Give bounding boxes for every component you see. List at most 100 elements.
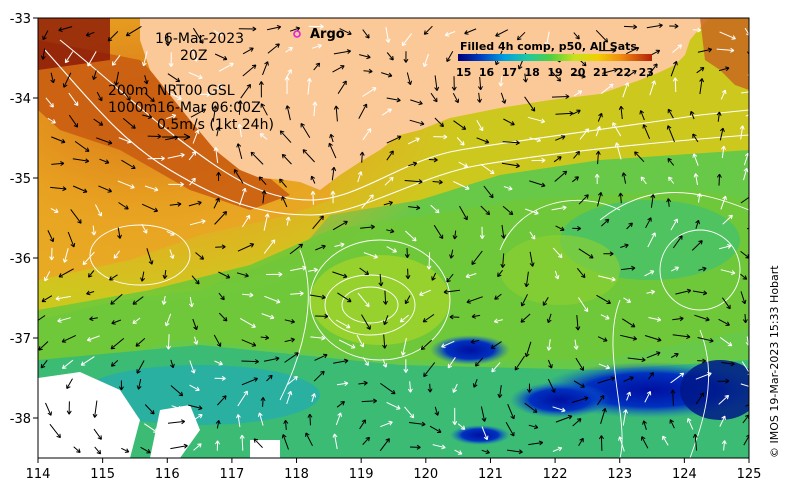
current-arrow-icon	[618, 105, 624, 120]
current-arrow-icon	[237, 100, 243, 115]
current-arrow-icon	[55, 295, 71, 301]
current-arrow-icon	[741, 91, 749, 94]
current-arrow-icon	[242, 292, 254, 298]
current-arrow-icon	[189, 360, 196, 374]
current-arrow-icon	[239, 187, 247, 206]
current-arrow-icon	[111, 54, 121, 66]
current-arrow-icon	[647, 232, 656, 248]
current-arrow-icon	[408, 205, 421, 211]
current-arrow-icon	[622, 318, 636, 328]
current-arrow-icon	[501, 224, 506, 239]
current-arrow-icon	[400, 337, 407, 356]
current-arrow-icon	[720, 269, 736, 275]
current-arrow-icon	[476, 119, 484, 132]
current-arrow-icon	[73, 422, 82, 433]
current-arrow-icon	[384, 176, 394, 186]
x-tick-label: 114	[26, 467, 51, 482]
current-arrow-icon	[691, 240, 703, 251]
current-arrow-icon	[218, 271, 231, 279]
x-tick-label: 117	[219, 467, 244, 482]
current-arrow-icon	[215, 244, 226, 250]
colorbar-tick-label: 23	[639, 66, 654, 79]
current-arrow-icon	[433, 134, 448, 140]
current-arrow-icon	[144, 92, 155, 103]
current-arrow-icon	[697, 358, 707, 364]
current-arrow-icon	[49, 247, 55, 261]
current-arrow-icon	[458, 161, 469, 168]
current-arrow-icon	[622, 82, 630, 98]
current-arrow-icon	[165, 33, 171, 47]
current-arrow-icon	[551, 205, 567, 211]
current-arrow-icon	[144, 185, 159, 192]
current-arrow-icon	[47, 117, 56, 124]
current-arrow-icon	[257, 412, 264, 426]
current-arrow-icon	[218, 292, 225, 301]
current-arrow-icon	[110, 338, 125, 350]
current-arrow-icon	[740, 196, 749, 204]
current-arrow-icon	[514, 355, 525, 371]
current-arrow-icon	[215, 419, 221, 429]
current-arrow-icon	[745, 404, 749, 407]
current-arrow-icon	[470, 339, 480, 344]
current-arrow-icon	[386, 150, 394, 161]
date-label: 16-Mar-2023	[155, 31, 244, 47]
current-arrow-icon	[427, 383, 433, 393]
current-arrow-icon	[143, 75, 149, 85]
current-arrow-icon	[571, 176, 579, 183]
current-arrow-icon	[50, 186, 67, 192]
current-arrow-icon	[286, 376, 298, 386]
current-arrow-icon	[422, 53, 429, 68]
current-arrow-icon	[698, 266, 707, 272]
current-arrow-icon	[620, 243, 629, 249]
current-arrow-icon	[552, 247, 563, 259]
colorbar-title: Filled 4h comp, p50, All Sats	[460, 40, 637, 53]
current-arrow-icon	[694, 314, 710, 322]
current-arrow-icon	[446, 273, 454, 283]
current-arrow-icon	[213, 147, 219, 164]
current-arrow-icon	[429, 425, 442, 433]
current-arrow-icon	[120, 425, 131, 433]
current-arrow-icon	[147, 133, 162, 139]
current-arrow-icon	[51, 136, 66, 144]
current-arrow-icon	[358, 103, 368, 119]
current-arrow-icon	[662, 435, 669, 446]
current-arrow-icon	[314, 353, 328, 361]
current-arrow-icon	[379, 438, 390, 452]
current-arrow-icon	[161, 295, 167, 305]
current-arrow-icon	[623, 24, 638, 30]
current-arrow-icon	[575, 357, 584, 371]
current-arrow-icon	[240, 83, 251, 99]
current-source-label: NRT00 GSL	[157, 83, 235, 99]
current-arrow-icon	[68, 114, 79, 128]
current-arrow-icon	[279, 178, 287, 188]
current-arrow-icon	[572, 225, 582, 231]
current-arrow-icon	[263, 239, 276, 254]
current-arrow-icon	[423, 25, 433, 35]
current-arrow-icon	[716, 47, 735, 53]
current-arrow-icon	[697, 47, 713, 53]
current-arrow-icon	[600, 83, 614, 94]
depth-1000-label: 1000m	[108, 100, 157, 116]
current-arrow-icon	[237, 243, 255, 252]
current-arrow-icon	[361, 398, 377, 404]
current-arrow-icon	[191, 48, 198, 62]
current-arrow-icon	[719, 415, 726, 427]
current-arrow-icon	[167, 91, 182, 100]
current-arrow-icon	[356, 334, 365, 348]
current-arrow-icon	[188, 296, 194, 308]
current-arrow-icon	[598, 363, 610, 370]
current-arrow-icon	[41, 295, 53, 303]
current-arrow-icon	[407, 381, 413, 393]
current-arrow-icon	[267, 43, 280, 54]
current-arrow-icon	[623, 297, 632, 303]
current-arrow-icon	[493, 318, 503, 324]
current-arrow-icon	[332, 271, 348, 279]
current-arrow-icon	[136, 378, 142, 390]
current-arrow-icon	[284, 352, 299, 363]
current-arrow-icon	[527, 116, 546, 124]
current-arrow-icon	[337, 80, 347, 94]
current-arrow-icon	[383, 315, 389, 326]
current-arrow-icon	[505, 422, 515, 437]
current-arrow-icon	[520, 313, 531, 323]
